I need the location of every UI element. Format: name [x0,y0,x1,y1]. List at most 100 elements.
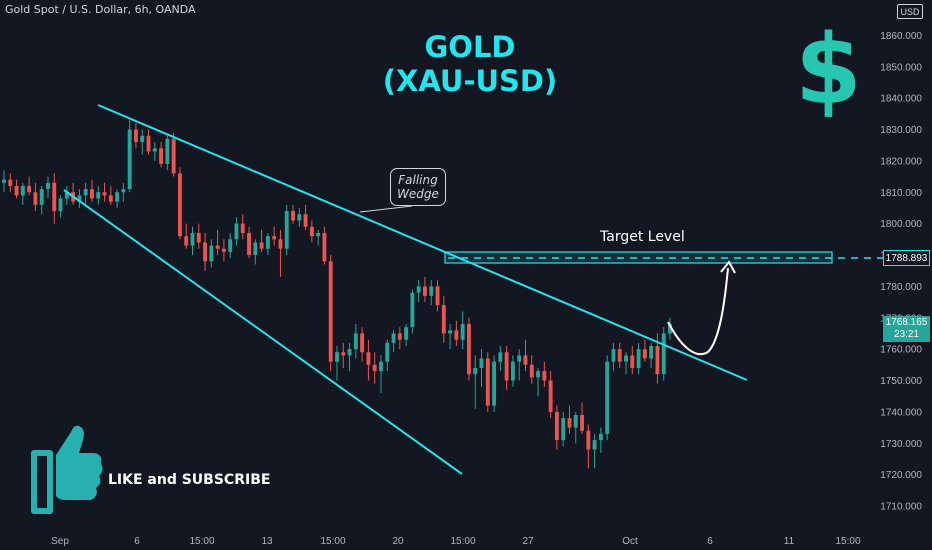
candle[interactable] [77,189,82,208]
candle[interactable] [598,427,603,453]
candle[interactable] [379,355,383,394]
candle[interactable] [542,361,547,387]
currency-unit-badge[interactable]: USD [897,4,923,19]
candle[interactable] [416,280,421,303]
candle[interactable] [473,355,478,409]
candle[interactable] [510,355,515,387]
candle[interactable] [517,349,522,381]
candle[interactable] [567,405,572,434]
candle[interactable] [171,132,176,177]
candle[interactable] [58,195,63,218]
candle[interactable] [668,317,672,340]
candle[interactable] [278,229,283,277]
candle[interactable] [448,324,453,350]
candle[interactable] [410,289,415,334]
candle[interactable] [297,207,302,227]
candle[interactable] [485,352,490,412]
candle[interactable] [391,330,396,353]
candle[interactable] [272,226,277,246]
candle[interactable] [108,185,113,205]
candle[interactable] [14,179,19,199]
candle[interactable] [454,320,459,346]
candle[interactable] [159,142,164,168]
candle[interactable] [71,182,76,205]
wedge-upper-trendline[interactable] [97,104,748,381]
candle[interactable] [190,226,195,255]
candle[interactable] [636,342,641,375]
candle[interactable] [209,239,214,268]
candle[interactable] [353,324,358,359]
candle[interactable] [133,123,138,149]
candle[interactable] [580,402,584,434]
candle[interactable] [372,352,377,384]
candle[interactable] [523,339,528,372]
candle[interactable] [152,142,157,161]
candle[interactable] [429,280,434,306]
candle[interactable] [27,176,32,196]
candle[interactable] [39,185,44,215]
candle[interactable] [586,424,591,469]
candle[interactable] [366,339,371,381]
candle[interactable] [184,223,189,249]
candle[interactable] [404,324,409,346]
candle[interactable] [247,226,251,259]
candle[interactable] [284,204,289,255]
candle[interactable] [548,371,553,419]
candle[interactable] [624,352,628,375]
falling-wedge-callout[interactable]: Falling Wedge [390,168,446,206]
candle[interactable] [234,217,239,246]
candle[interactable] [605,355,610,441]
candle[interactable] [140,129,145,155]
candle[interactable] [102,182,107,202]
candle[interactable] [573,411,578,444]
candle[interactable] [630,345,635,375]
candle[interactable] [2,170,6,193]
candle[interactable] [335,345,339,381]
candle[interactable] [661,327,666,381]
candle[interactable] [64,185,69,205]
candle[interactable] [561,411,566,447]
projection-arrow-path[interactable] [667,267,729,355]
candle[interactable] [46,176,50,199]
candle[interactable] [52,173,57,224]
candle[interactable] [127,120,132,193]
candle[interactable] [265,233,270,255]
candle[interactable] [498,345,503,372]
symbol-info[interactable]: Gold Spot / U.S. Dollar, 6h, OANDA [5,3,196,16]
candle[interactable] [341,342,346,368]
candle[interactable] [309,220,314,243]
candle[interactable] [96,185,101,205]
candle[interactable] [90,179,94,202]
candle[interactable] [536,367,541,397]
candle[interactable] [328,255,333,372]
candle[interactable] [441,295,446,343]
candle[interactable] [291,204,295,224]
candle[interactable] [529,355,534,384]
candle[interactable] [121,182,126,202]
candle[interactable] [177,167,182,240]
candle[interactable] [83,182,88,205]
candle[interactable] [492,355,497,412]
candle[interactable] [165,135,170,171]
candle[interactable] [423,276,427,303]
candle[interactable] [20,182,25,205]
candle[interactable] [240,214,245,240]
candle[interactable] [611,342,616,372]
candle[interactable] [203,233,208,271]
candle[interactable] [554,405,559,450]
candle[interactable] [397,327,402,350]
candle[interactable] [617,342,622,368]
candle[interactable] [479,349,484,387]
candle[interactable] [253,239,258,265]
candle[interactable] [466,317,471,381]
candle[interactable] [649,342,654,368]
candle[interactable] [221,239,226,262]
candle[interactable] [303,204,308,230]
candle[interactable] [8,173,13,193]
candle[interactable] [316,229,321,246]
candle[interactable] [33,182,38,212]
candle[interactable] [215,229,220,255]
candle[interactable] [347,342,352,372]
candle[interactable] [259,229,264,252]
